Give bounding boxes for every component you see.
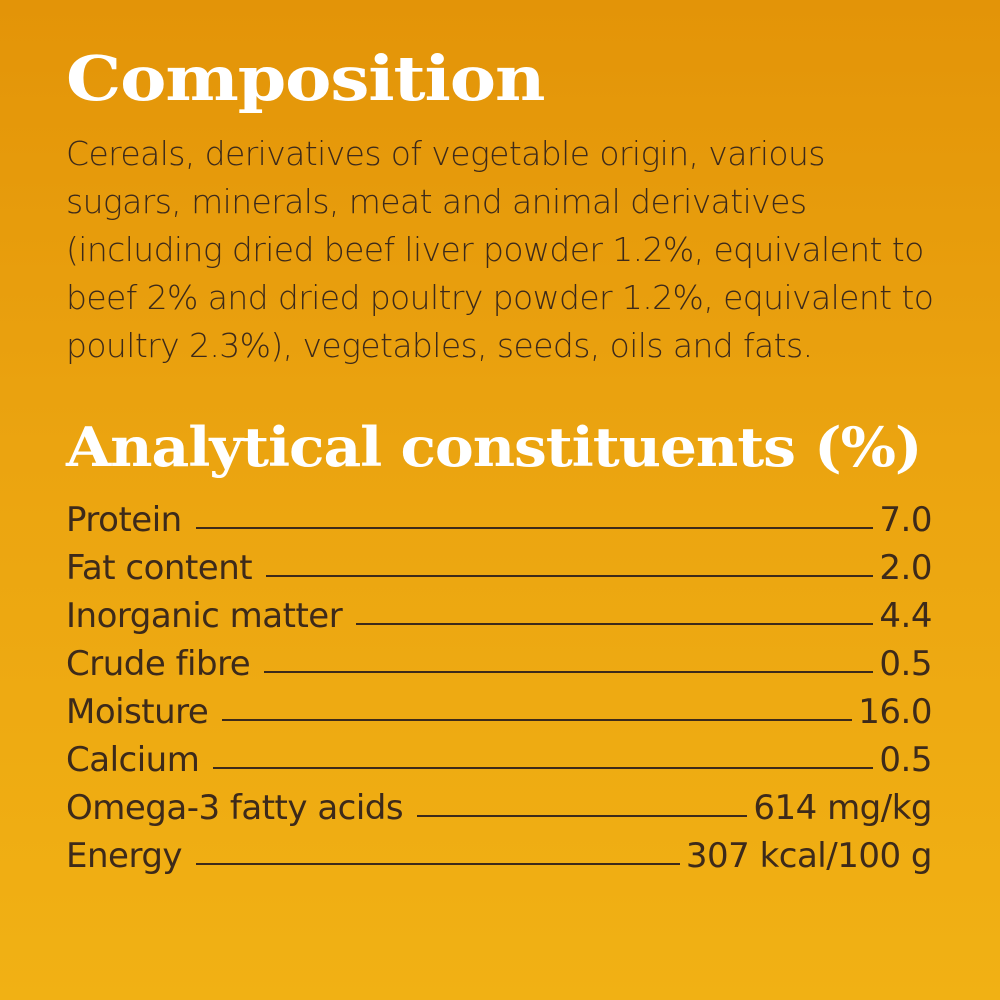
constituent-label: Protein	[66, 500, 182, 540]
constituent-label: Moisture	[66, 692, 209, 732]
constituent-row-protein: Protein 7.0	[66, 500, 932, 548]
constituent-row-crude-fibre: Crude fibre 0.5	[66, 644, 932, 692]
leader-line	[196, 863, 680, 865]
constituent-value: 0.5	[879, 644, 932, 684]
constituent-row-energy: Energy 307 kcal/100 g	[66, 836, 933, 884]
constituent-row-calcium: Calcium 0.5	[66, 740, 932, 788]
leader-line	[356, 623, 874, 625]
constituent-label: Omega-3 fatty acids	[66, 788, 404, 828]
constituent-label: Fat content	[66, 548, 253, 588]
constituent-label: Calcium	[66, 740, 200, 780]
constituent-label: Energy	[66, 836, 183, 876]
leader-line	[222, 719, 853, 721]
leader-line	[266, 575, 874, 577]
constituents-list: Protein 7.0 Fat content 2.0 Inorganic ma…	[66, 500, 933, 884]
constituent-value: 614 mg/kg	[753, 788, 932, 828]
leader-line	[417, 815, 748, 817]
constituent-row-omega-3: Omega-3 fatty acids 614 mg/kg	[66, 788, 932, 836]
constituent-value: 7.0	[879, 500, 932, 540]
constituent-row-moisture: Moisture 16.0	[66, 692, 932, 740]
constituent-row-fat-content: Fat content 2.0	[66, 548, 932, 596]
leader-line	[195, 527, 874, 529]
constituent-value: 0.5	[879, 740, 932, 780]
analytical-heading: Analytical constituents (%)	[66, 415, 923, 479]
constituent-row-inorganic-matter: Inorganic matter 4.4	[66, 596, 932, 644]
composition-heading: Composition	[66, 42, 545, 115]
constituent-value: 307 kcal/100 g	[685, 836, 933, 876]
constituent-value: 2.0	[879, 548, 932, 588]
constituent-label: Inorganic matter	[66, 596, 343, 636]
leader-line	[213, 767, 874, 769]
nutrition-panel: Composition Cereals, derivatives of vege…	[66, 48, 946, 884]
constituent-value: 16.0	[858, 692, 932, 732]
constituent-label: Crude fibre	[66, 644, 251, 684]
leader-line	[264, 671, 874, 673]
constituent-value: 4.4	[879, 596, 932, 636]
composition-text: Cereals, derivatives of vegetable origin…	[66, 134, 934, 365]
